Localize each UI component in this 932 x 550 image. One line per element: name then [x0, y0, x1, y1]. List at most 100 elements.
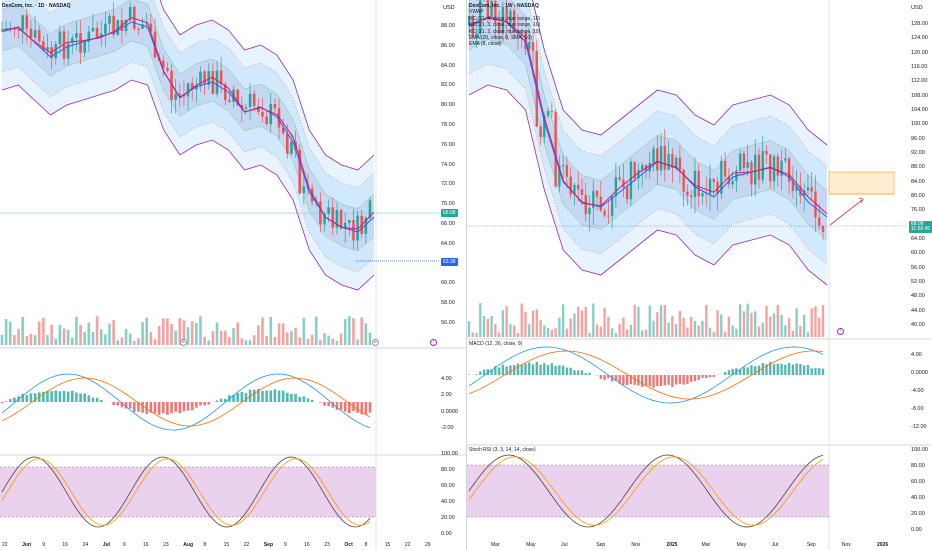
left-macd-hist-bar: [46, 390, 49, 402]
left-volume-bar: [335, 340, 339, 345]
right-macd-hist-bar: [505, 366, 508, 375]
legend-kc-inner[interactable]: KC (21, 2, close, true range, 10): [469, 28, 541, 35]
legend-ema-20[interactable]: EMA (20, close, 0, SMA, 10): [469, 35, 532, 42]
left-candle-body: [116, 20, 120, 35]
right-volume-bar: [806, 332, 810, 337]
right-volume-bar: [795, 308, 798, 337]
right-chart-panel[interactable]: USD USD DexCom, Inc. · 1W · NASDAQ VWAP …: [443, 0, 932, 550]
left-earnings-icon[interactable]: E: [372, 339, 379, 346]
right-time-label-8: Jul: [771, 542, 779, 548]
left-kc-lower-inner: [1, 40, 375, 252]
right-macd-hist-bar: [678, 375, 682, 384]
right-candle-body: [569, 176, 572, 195]
left-volume-bar: [83, 332, 86, 345]
left-volume-bar: [277, 323, 281, 345]
right-candle-body: [577, 184, 580, 190]
right-volume-bar: [697, 325, 700, 337]
left-volume-bar: [161, 318, 165, 345]
right-candle-body: [546, 110, 550, 116]
right-target-zone: [828, 171, 895, 195]
left-candle-body: [62, 31, 66, 59]
legend-kc-mid[interactable]: KC (21, 3, close, true range, 10): [469, 22, 541, 29]
right-stoch-title[interactable]: Stoch RSI (3, 3, 14, 14, close): [469, 447, 536, 453]
left-volume-bar: [62, 328, 66, 345]
right-volume-bar: [505, 306, 508, 337]
left-volume-bar: [95, 316, 99, 345]
left-macd-hist-bar: [236, 393, 239, 402]
left-macd-hist-bar: [265, 390, 268, 402]
right-volume-bar: [577, 306, 580, 337]
left-volume-bar: [195, 322, 198, 345]
left-low-price-tag: 63.38: [441, 258, 458, 266]
right-volume-bar: [761, 322, 764, 337]
right-volume-bar: [509, 324, 512, 337]
left-macd-hist-bar: [286, 392, 289, 402]
right-price-label-10: 88.00: [911, 164, 925, 171]
right-volume-bar: [644, 329, 648, 337]
right-macd-title[interactable]: MACD (12, 26, close, 9): [469, 341, 523, 347]
right-candle-body: [573, 184, 576, 195]
right-candle-body: [641, 165, 644, 170]
left-stoch-label-1: 80.00: [441, 467, 455, 473]
left-currency-label: USD: [443, 5, 455, 11]
left-symbol-title[interactable]: DexCom, Inc. · 1D · NASDAQ: [2, 3, 71, 9]
left-macd-hist-bar: [335, 402, 339, 410]
right-price-label-7: 100.00: [911, 121, 928, 128]
right-price-label-11: 84.00: [911, 178, 925, 185]
left-candle-body: [66, 43, 70, 59]
left-candle-body: [290, 141, 293, 154]
right-chart-canvas[interactable]: [467, 0, 932, 550]
left-volume-bar: [323, 333, 326, 345]
right-volume-bar: [821, 305, 825, 337]
left-macd-hist-bar: [91, 397, 95, 402]
legend-ema-8[interactable]: EMA (8, close): [469, 41, 502, 48]
left-macd-hist-bar: [87, 395, 91, 402]
right-candle-body: [528, 42, 531, 50]
left-ema-fast-line: [1, 16, 375, 230]
legend-vwap[interactable]: VWAP: [469, 9, 484, 16]
left-macd-hist-bar: [83, 393, 86, 402]
left-candle-body: [215, 70, 219, 94]
left-volume-bar: [29, 333, 33, 345]
left-chart-panel[interactable]: DexCom, Inc. · 1D · NASDAQ 88.00 86.00 84.…: [0, 0, 466, 550]
left-macd-hist-bar: [95, 397, 99, 402]
left-candle-body: [0, 29, 4, 31]
right-volume-bar: [497, 332, 501, 337]
right-macd-hist-bar: [776, 363, 779, 375]
left-macd-hist-bar: [54, 390, 58, 402]
left-macd-hist-bar: [195, 402, 198, 408]
left-volume-bar: [236, 322, 239, 345]
left-chart-canvas[interactable]: [0, 0, 466, 550]
left-volume-bar: [128, 333, 132, 345]
right-kc-upper-inner: [468, 0, 828, 191]
left-volume-bar: [339, 333, 343, 345]
right-macd-hist-bar: [708, 375, 712, 378]
right-macd-hist-bar: [652, 375, 655, 388]
left-alert-icon[interactable]: !: [430, 339, 437, 346]
left-candle-body: [17, 29, 20, 31]
left-volume-bar: [248, 340, 252, 345]
right-alert-icon[interactable]: !: [837, 328, 844, 335]
legend-kc-outer[interactable]: KC (21, 4, close, true range, 10): [469, 15, 541, 22]
left-volume-bar: [25, 336, 29, 345]
right-macd-hist-bar: [622, 375, 625, 385]
left-candle-body: [174, 93, 177, 100]
left-macd-hist-bar: [356, 402, 359, 413]
left-dividend-icon[interactable]: E: [180, 339, 187, 346]
right-candle-body: [539, 126, 542, 138]
right-volume-bar: [471, 332, 474, 337]
left-macd-hist-bar: [62, 390, 66, 402]
left-macd-hist-bar: [360, 402, 364, 415]
left-candle-body: [269, 104, 273, 125]
left-candle-body: [8, 27, 12, 29]
left-candle-body: [286, 133, 289, 154]
right-stoch-label-4: 20.00: [911, 511, 925, 517]
right-macd-hist-bar: [539, 364, 542, 375]
left-macd-hist-bar: [248, 389, 252, 402]
left-volume-bar: [298, 337, 301, 345]
right-symbol-title[interactable]: DexCom, Inc. · 1W · NASDAQ: [469, 3, 539, 9]
left-macd-hist-bar: [170, 402, 173, 414]
left-candle-body: [137, 28, 140, 30]
left-macd-hist-bar: [368, 402, 372, 413]
left-price-label-4: 80.00: [441, 102, 455, 109]
